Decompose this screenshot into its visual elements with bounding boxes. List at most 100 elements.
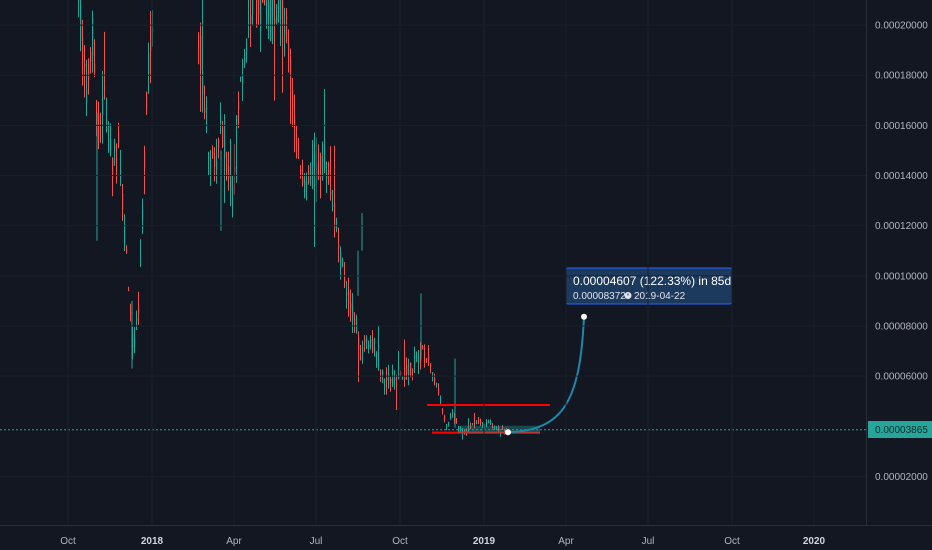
candle-body: [358, 336, 360, 350]
candle-body: [224, 136, 226, 158]
candle-body: [276, 15, 278, 23]
candle-body: [360, 356, 362, 360]
candle-body: [86, 89, 88, 103]
candle-body: [450, 415, 452, 419]
candle-body: [260, 0, 262, 32]
candle-body: [220, 115, 222, 122]
candle-body: [266, 0, 268, 25]
candle-body: [230, 175, 232, 191]
candle-body: [494, 426, 496, 428]
y-tick-label: 0.00020000: [875, 21, 928, 32]
candle-body: [250, 14, 252, 25]
candle-body: [200, 36, 202, 71]
candle-body: [356, 324, 358, 334]
candle-body: [126, 250, 128, 253]
candle-body: [102, 96, 104, 116]
range-zone: [458, 425, 540, 434]
x-tick-label: Oct: [60, 536, 76, 547]
candle-body: [384, 379, 386, 388]
candle-body: [330, 191, 332, 196]
candle-body: [452, 412, 454, 414]
candle-body: [368, 344, 370, 348]
candle-body: [430, 363, 432, 368]
candle-body: [484, 424, 486, 426]
candle-body: [446, 424, 448, 427]
candle-body: [152, 28, 154, 32]
projection-end-point[interactable]: [581, 313, 587, 320]
candle-body: [124, 223, 126, 244]
candle-body: [288, 42, 290, 62]
candle-body: [394, 376, 396, 381]
projection-label-change: 0.00004607 (122.33%) in 85d: [573, 274, 731, 288]
candle-body: [340, 251, 342, 268]
candle-body: [118, 130, 120, 147]
candle-body: [376, 353, 378, 366]
candle-body: [238, 100, 240, 111]
candle-body: [352, 307, 354, 321]
candle-body: [244, 51, 246, 63]
candle-body: [216, 160, 218, 170]
x-tick-label: 2019: [473, 536, 496, 547]
candle-body: [294, 118, 296, 128]
candle-body: [108, 137, 110, 151]
candle-body: [122, 193, 124, 210]
candle-body: [234, 166, 236, 173]
candle-body: [488, 420, 490, 423]
candle-body: [204, 107, 206, 113]
candle-body: [404, 370, 406, 380]
price-axis[interactable]: 0.00020000 0.00018000 0.00016000 0.00014000…: [0, 21, 928, 483]
candle-body: [208, 155, 210, 160]
candle-body: [112, 157, 114, 179]
candle-body: [270, 0, 272, 42]
candle-body: [226, 164, 228, 175]
projection-label-target: 0.00008372: [573, 291, 626, 302]
candle-body: [242, 75, 244, 84]
candle-body: [472, 423, 474, 425]
candle-body: [482, 423, 484, 426]
candle-body: [284, 26, 286, 36]
candle-body: [278, 0, 280, 13]
candle-body: [334, 203, 336, 229]
candle-body: [138, 307, 140, 315]
candle-body: [502, 428, 504, 430]
candle-body: [504, 428, 506, 432]
candle-body: [136, 318, 138, 321]
x-tick-label: Jul: [642, 536, 655, 547]
candle-body: [90, 52, 92, 62]
candle-body: [396, 377, 398, 379]
candle-body: [290, 58, 292, 98]
candle-body: [314, 151, 316, 168]
candle-body: [406, 365, 408, 374]
candle-body: [320, 155, 322, 178]
x-tick-label: 2020: [803, 536, 826, 547]
candle-body: [480, 420, 482, 423]
candle-body: [420, 358, 422, 363]
candle-body: [354, 318, 356, 326]
candle-body: [350, 302, 352, 311]
x-tick-label: Oct: [392, 536, 408, 547]
candle-body: [296, 127, 298, 131]
candle-body: [382, 370, 384, 375]
candle-body: [248, 22, 250, 26]
candle-body: [378, 360, 380, 366]
candle-body: [146, 92, 148, 110]
current-price-tag: [868, 421, 932, 438]
candle-body: [388, 373, 390, 385]
candle-body: [348, 291, 350, 304]
candle-body: [256, 0, 258, 28]
candle-body: [418, 356, 420, 364]
candle-body: [412, 370, 414, 372]
projection-start-point[interactable]: [505, 429, 511, 436]
candle-body: [292, 88, 294, 110]
candlestick-series: [78, 0, 508, 440]
candle-body: [346, 291, 348, 296]
candle-body: [428, 356, 430, 361]
candle-body: [370, 339, 372, 344]
time-axis[interactable]: Oct 2018 Apr Jul Oct 2019 Apr Jul Oct 2020: [60, 0, 826, 547]
candle-body: [246, 41, 248, 52]
x-tick-label: Oct: [724, 536, 740, 547]
projection-curve[interactable]: [507, 316, 585, 434]
candle-body: [130, 312, 132, 314]
candle-body: [232, 186, 234, 194]
